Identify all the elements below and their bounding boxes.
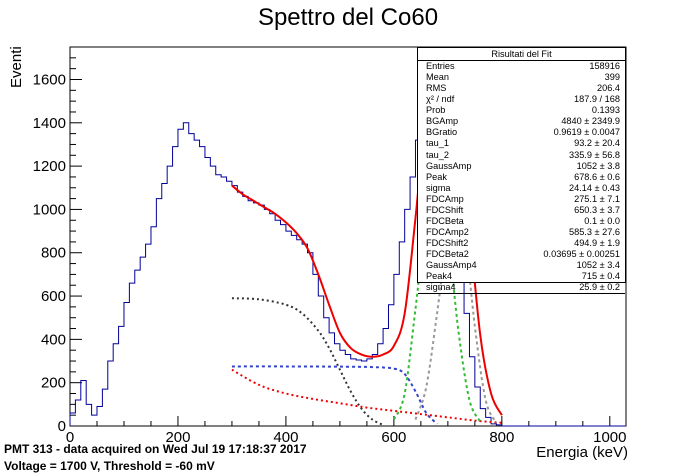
fit-param-value: 25.9 ± 0.2 <box>579 282 620 293</box>
fit-param-name: Entries <box>426 61 455 71</box>
x-tick-label: 800 <box>489 429 514 446</box>
x-tick-label: 200 <box>165 429 190 446</box>
fit-param-name: BGratio <box>426 127 458 138</box>
footer-acquisition: PMT 313 - data acquired on Wed Jul 19 17… <box>4 442 307 456</box>
fit-param-value: 0.03695 ± 0.00251 <box>543 249 620 260</box>
fit-row: FDCBeta 0.1 ± 0.0 <box>418 216 625 227</box>
plot-frame <box>69 46 627 427</box>
fit-param-name: BGAmp <box>426 116 459 127</box>
fit-row: BGAmp 4840 ± 2349.9 <box>418 116 625 127</box>
y-tick-label: 0 <box>58 418 66 435</box>
fit-param-value: 399 <box>604 72 620 83</box>
fit-param-value: 0.1 ± 0.0 <box>584 215 620 226</box>
fit-row: FDCAmp 275.1 ± 7.1 <box>418 194 625 205</box>
fit-param-value: 1052 ± 3.8 <box>576 160 620 171</box>
fit-results-rows: Entries 158916 Mean 399 RMS 206.4 χ² / ndf 187.… <box>418 61 625 295</box>
fit-param-value: 158916 <box>589 61 620 71</box>
fit-row: BGratio 0.9619 ± 0.0047 <box>418 127 625 138</box>
fit-param-name: Peak4 <box>426 271 453 282</box>
fit-row: Mean 399 <box>418 72 625 83</box>
x-tick-label: 400 <box>273 429 298 446</box>
fit-row: Peak4 715 ± 0.4 <box>418 271 625 282</box>
fit-param-name: FDCAmp2 <box>426 226 469 237</box>
x-tick-label: 1000 <box>593 429 626 446</box>
x-tick-label: 600 <box>381 429 406 446</box>
fit-param-value: 4840 ± 2349.9 <box>561 116 620 127</box>
fit-param-value: 24.14 ± 0.43 <box>568 182 620 193</box>
fit-param-name: FDCBeta <box>426 215 464 226</box>
fit-row: Entries 158916 <box>418 61 625 72</box>
fit-param-name: χ² / ndf <box>426 94 455 105</box>
fit-param-value: 715 ± 0.4 <box>581 271 620 282</box>
y-tick-label: 1400 <box>33 115 66 132</box>
fit-row: GaussAmp4 1052 ± 3.4 <box>418 260 625 271</box>
fit-row: FDCShift 650.3 ± 3.7 <box>418 205 625 216</box>
fit-param-value: 494.9 ± 1.9 <box>574 238 620 248</box>
y-tick-label: 800 <box>41 245 66 262</box>
y-tick-label: 200 <box>41 375 66 392</box>
fit-param-name: RMS <box>426 83 447 94</box>
fit-param-name: Prob <box>426 105 446 116</box>
fit-row: Peak 678.6 ± 0.6 <box>418 172 625 183</box>
fit-series-compton-edge-1 <box>231 297 384 426</box>
y-tick-label: 1600 <box>33 71 66 88</box>
y-tick-label: 600 <box>41 288 66 305</box>
fit-param-value: 206.4 <box>597 83 620 94</box>
fit-param-value: 93.2 ± 20.4 <box>574 138 620 149</box>
x-axis-label: Energia (keV) <box>536 444 628 461</box>
fit-param-name: sigma <box>426 182 451 193</box>
fit-param-name: tau_2 <box>426 149 449 160</box>
footer-settings: Voltage = 1700 V, Threshold = -60 mV <box>4 459 215 473</box>
fit-row: FDCShift2 494.9 ± 1.9 <box>418 238 625 249</box>
fit-param-name: FDCBeta2 <box>426 249 469 260</box>
fit-row: χ² / ndf 187.9 / 168 <box>418 94 625 105</box>
fit-param-name: GaussAmp4 <box>426 260 477 271</box>
fit-param-name: sigma4 <box>426 282 456 293</box>
fit-results-divider <box>418 293 625 295</box>
fit-row: FDCAmp2 585.3 ± 27.6 <box>418 227 625 238</box>
fit-row: sigma 24.14 ± 0.43 <box>418 183 625 194</box>
fit-param-value: 650.3 ± 3.7 <box>574 204 620 215</box>
fit-param-value: 585.3 ± 27.6 <box>568 226 620 237</box>
fit-series-background <box>231 368 502 424</box>
fit-row: Prob 0.1393 <box>418 105 625 116</box>
fit-param-name: FDCShift <box>426 204 464 215</box>
fit-results-title: Risultati del Fit <box>418 48 625 61</box>
fit-row: tau_2 335.9 ± 56.8 <box>418 150 625 161</box>
fit-row: sigma4 25.9 ± 0.2 <box>418 282 625 293</box>
fit-results-box: Risultati del Fit Entries 158916 Mean 399 RM… <box>417 47 626 295</box>
fit-param-value: 0.9619 ± 0.0047 <box>553 127 620 138</box>
fit-series-gauss-peak-2 <box>414 197 498 424</box>
fit-series-compton-edge-2 <box>231 365 438 425</box>
fit-param-value: 275.1 ± 7.1 <box>574 193 620 204</box>
fit-param-value: 0.1393 <box>591 105 620 116</box>
fit-param-name: Mean <box>426 72 449 83</box>
fit-param-value: 678.6 ± 0.6 <box>574 171 620 182</box>
y-tick-label: 1200 <box>33 158 66 175</box>
fit-row: FDCBeta2 0.03695 ± 0.00251 <box>418 249 625 260</box>
fit-row: GaussAmp 1052 ± 3.8 <box>418 161 625 172</box>
fit-row: tau_1 93.2 ± 20.4 <box>418 138 625 149</box>
fit-param-name: FDCAmp <box>426 193 464 204</box>
fit-row: RMS 206.4 <box>418 83 625 94</box>
fit-param-name: tau_1 <box>426 138 449 149</box>
y-tick-label: 400 <box>41 331 66 348</box>
fit-param-value: 1052 ± 3.4 <box>576 260 620 271</box>
fit-param-value: 187.9 / 168 <box>574 94 620 105</box>
x-tick-label: 0 <box>66 429 74 446</box>
y-tick-label: 1000 <box>33 201 66 218</box>
chart-title: Spettro del Co60 <box>257 4 439 31</box>
fit-param-value: 335.9 ± 56.8 <box>568 149 620 160</box>
fit-param-name: Peak <box>426 171 447 182</box>
fit-param-name: GaussAmp <box>426 160 472 171</box>
fit-param-name: FDCShift2 <box>426 238 469 248</box>
